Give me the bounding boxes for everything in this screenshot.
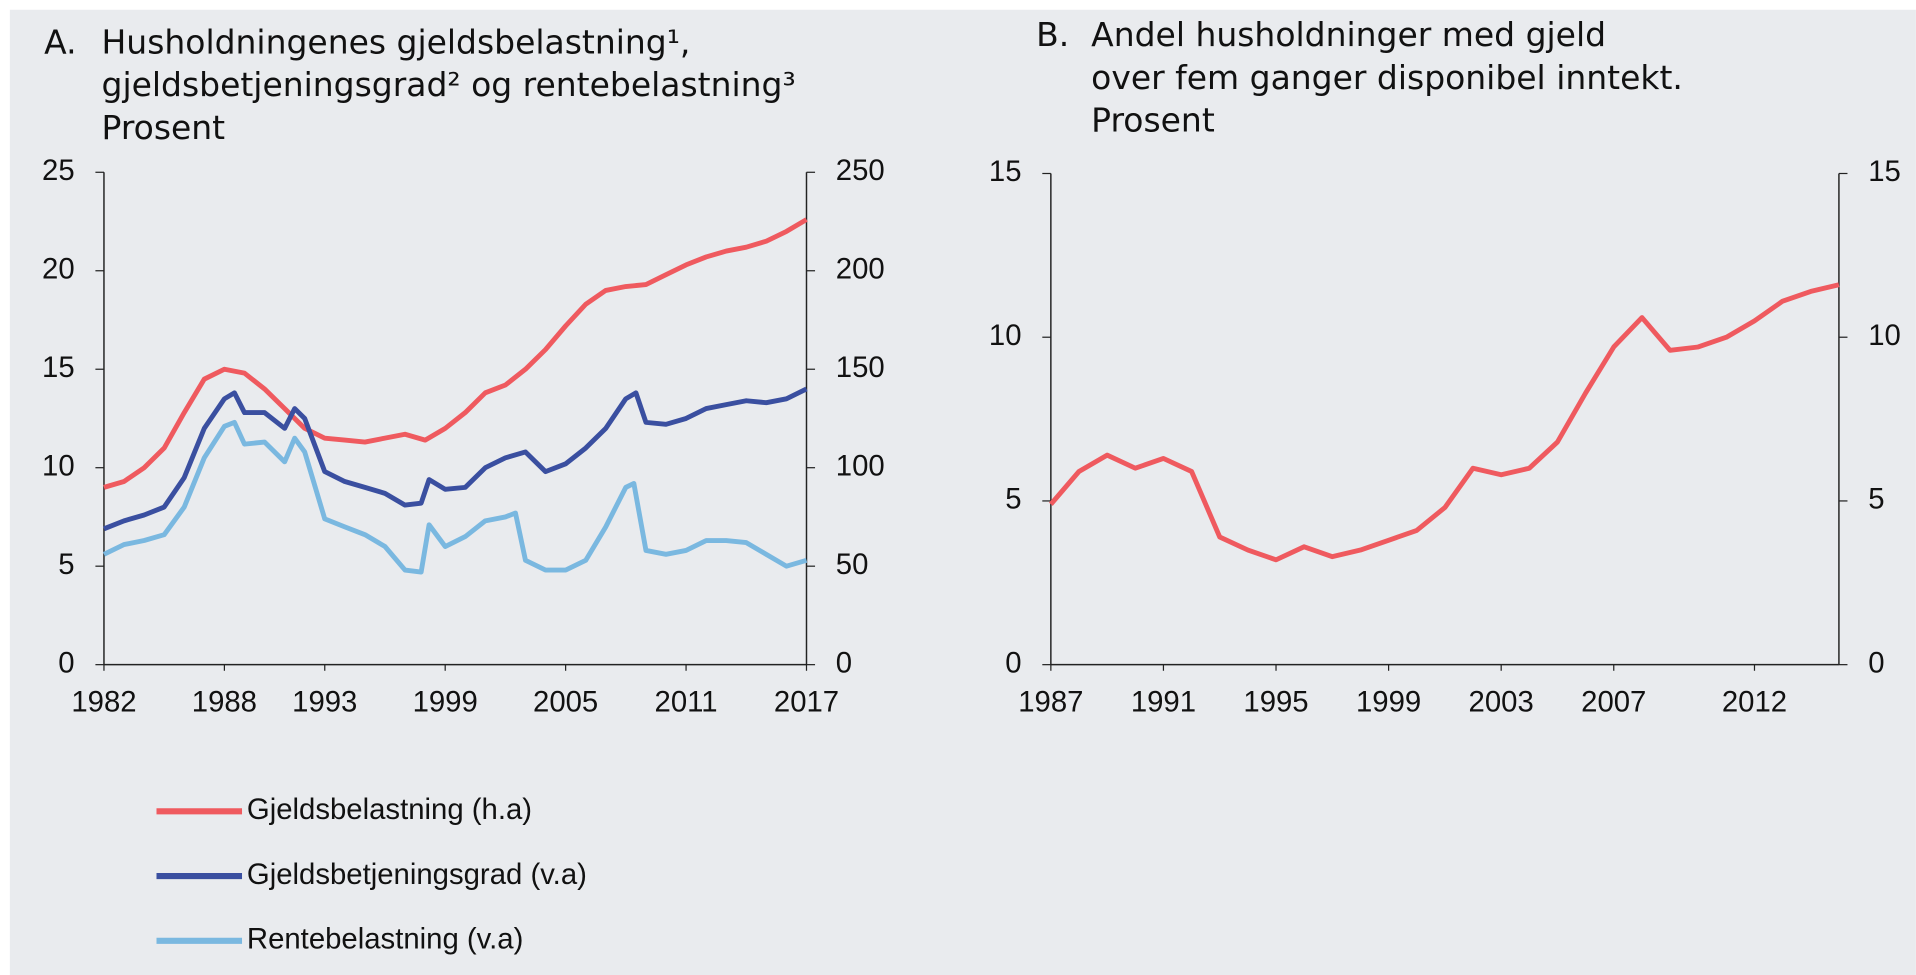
y-tick-label: 25 [42, 154, 75, 187]
series-line [1049, 282, 1840, 563]
y-tick-label: 0 [1005, 646, 1021, 679]
x-tick-label: 1999 [413, 686, 478, 719]
x-tick-label: 1995 [1243, 686, 1308, 719]
x-tick-label: 1999 [1356, 686, 1421, 719]
chart-title: gjeldsbetjeningsgrad² og rentebelastning… [102, 65, 796, 104]
x-tick-label: 1987 [1018, 686, 1083, 719]
x-tick-label: 1982 [71, 686, 136, 719]
x-tick-label: 1988 [192, 686, 257, 719]
series-line [103, 217, 808, 490]
x-tick-label: 2005 [533, 686, 598, 719]
y2-tick-label: 5 [1868, 483, 1884, 516]
y2-tick-label: 250 [836, 154, 885, 187]
y-tick-label: 10 [989, 319, 1022, 352]
chart-title: Andel husholdninger med gjeld [1091, 15, 1606, 54]
y-tick-label: 15 [989, 155, 1022, 188]
y-tick-label: 20 [42, 253, 75, 286]
legend-label: Rentebelastning (v.a) [247, 923, 523, 956]
legend-label: Gjeldsbetjeningsgrad (v.a) [247, 858, 587, 891]
y2-tick-label: 50 [836, 548, 869, 581]
series-line [102, 419, 808, 575]
y-tick-label: 0 [58, 646, 74, 679]
x-tick-label: 2011 [655, 686, 718, 719]
y-tick-label: 15 [42, 351, 75, 384]
x-tick-label: 2007 [1581, 686, 1646, 719]
y-tick-label: 5 [1005, 483, 1021, 516]
y2-tick-label: 200 [836, 253, 885, 286]
background [9, 9, 1916, 975]
y2-tick-label: 0 [836, 646, 852, 679]
y2-tick-label: 150 [836, 351, 885, 384]
x-tick-label: 2012 [1722, 686, 1787, 719]
legend-label: Gjeldsbelastning (h.a) [247, 793, 532, 826]
y2-tick-label: 100 [836, 449, 885, 482]
panel-label: B. [1036, 15, 1069, 54]
y-tick-label: 10 [42, 449, 75, 482]
x-tick-label: 2003 [1469, 686, 1534, 719]
y2-tick-label: 0 [1868, 646, 1884, 679]
series-line [103, 386, 808, 532]
chart-title: Prosent [102, 108, 226, 147]
chart-title: Prosent [1091, 101, 1215, 140]
y2-tick-label: 15 [1868, 155, 1901, 188]
y2-tick-label: 10 [1868, 319, 1901, 352]
y-tick-label: 5 [58, 548, 74, 581]
panel-label: A. [44, 22, 76, 61]
chart-title: Husholdningenes gjeldsbelastning¹, [102, 22, 691, 61]
chart-title: over fem ganger disponibel inntekt. [1091, 58, 1683, 97]
x-tick-label: 1991 [1131, 686, 1196, 719]
x-tick-label: 1993 [292, 686, 357, 719]
x-tick-label: 2017 [774, 686, 839, 719]
